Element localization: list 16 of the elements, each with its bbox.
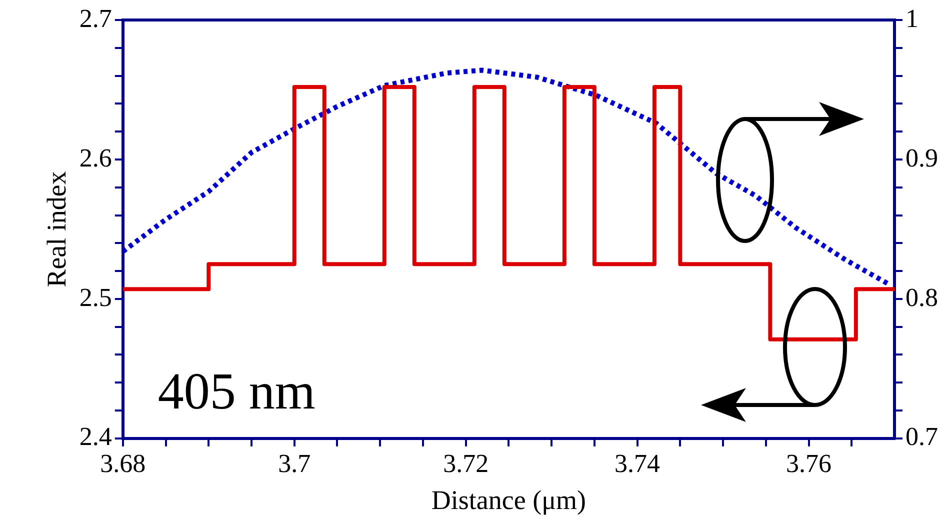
y-tick-label: 2.4 <box>79 422 112 452</box>
y-axis-title: Real index <box>41 170 72 288</box>
x-tick-label: 3.72 <box>443 448 489 478</box>
x-tick-label: 3.68 <box>100 448 146 478</box>
y2-tick-label: 0.9 <box>906 143 938 172</box>
x-axis-title: Distance (μm) <box>431 484 586 515</box>
y2-tick-label: 0.8 <box>906 282 938 312</box>
x-tick-label: 3.7 <box>278 448 311 478</box>
y-tick-label: 2.6 <box>79 143 112 172</box>
annotation: 405 nm <box>158 363 316 420</box>
x-tick-label: 3.74 <box>614 448 660 478</box>
y-tick-label: 2.5 <box>79 282 112 312</box>
y-tick-label: 2.7 <box>79 4 112 33</box>
y2-tick-label: 1 <box>906 4 918 33</box>
y2-tick-label: 0.7 <box>906 422 938 452</box>
x-tick-label: 3.76 <box>786 448 832 478</box>
